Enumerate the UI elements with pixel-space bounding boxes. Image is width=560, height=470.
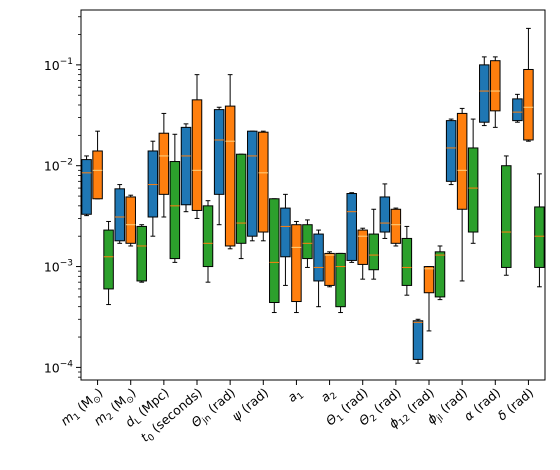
x-tick-label: a1: [284, 385, 306, 407]
box: [501, 165, 512, 268]
box-group: [346, 192, 357, 263]
box: [346, 193, 357, 261]
box: [213, 109, 225, 195]
box-group: [434, 245, 446, 301]
box: [291, 224, 302, 303]
box-group: [523, 27, 534, 142]
box-group: [302, 219, 313, 268]
box: [523, 68, 534, 141]
box-group: [423, 266, 435, 332]
box: [147, 150, 159, 218]
box-group: [224, 74, 236, 250]
box: [235, 153, 247, 244]
box: [335, 252, 346, 308]
box-group: [401, 225, 413, 296]
box: [136, 225, 147, 282]
box: [269, 198, 280, 304]
box: [368, 233, 379, 271]
box-group: [92, 130, 103, 200]
box-group: [202, 200, 214, 283]
box: [247, 130, 258, 237]
box-group: [368, 208, 379, 280]
box-group: [258, 130, 269, 242]
box-marks: [81, 27, 545, 364]
box-group: [125, 194, 136, 247]
x-axis: m1 (M⊙)m2 (M⊙)dL (Mpc)t0 (seconds)Θjn (r…: [58, 380, 536, 445]
box: [224, 105, 236, 247]
box-group: [313, 229, 324, 308]
box: [302, 224, 313, 260]
x-tick-label: a2: [318, 385, 340, 407]
box-group: [280, 193, 291, 286]
box: [191, 99, 203, 211]
box-group: [291, 220, 302, 314]
box-group: [357, 227, 368, 280]
box: [379, 196, 391, 233]
box: [258, 131, 269, 233]
box: [92, 150, 103, 200]
box: [479, 64, 490, 123]
y-tick-label: 10−2: [44, 158, 73, 174]
box-group: [490, 56, 501, 128]
box-group: [136, 224, 147, 283]
y-tick-label: 10−3: [44, 259, 73, 275]
box-group: [390, 207, 402, 247]
box: [467, 147, 479, 233]
box-group: [180, 123, 192, 213]
box: [81, 159, 92, 215]
box: [401, 237, 413, 286]
box: [412, 320, 424, 360]
box-group: [114, 184, 125, 244]
plot-frame: [80, 9, 546, 381]
box-group: [191, 74, 203, 219]
y-tick-label: 10−4: [44, 359, 73, 375]
box-group: [479, 56, 490, 127]
box: [158, 132, 170, 195]
box: [490, 60, 501, 112]
box: [180, 126, 192, 206]
y-axis: 10−4 10−3 10−2 10−1: [44, 16, 81, 378]
x-tick-label: ψ (rad): [229, 385, 271, 424]
box: [456, 112, 468, 210]
box: [280, 207, 291, 258]
box-group: [379, 183, 391, 239]
box-group: [445, 118, 457, 186]
box: [512, 98, 523, 122]
box-group: [81, 155, 92, 217]
box: [125, 196, 136, 244]
box-group: [534, 173, 545, 288]
box: [357, 229, 368, 265]
box: [114, 188, 125, 242]
box: [313, 233, 324, 282]
box-group: [269, 198, 280, 314]
box: [324, 252, 335, 286]
box-group: [512, 93, 523, 123]
x-tick-label: α (rad): [461, 385, 503, 424]
box: [445, 120, 457, 182]
box-group: [412, 318, 424, 364]
box-group: [247, 130, 258, 242]
x-tick-label: δ (rad): [494, 385, 536, 424]
box-group: [456, 107, 468, 282]
box-group: [235, 153, 247, 260]
box-group: [501, 155, 512, 276]
box-group: [335, 252, 346, 314]
box: [423, 266, 435, 294]
box-group: [158, 112, 170, 218]
box: [103, 229, 114, 290]
box-group: [467, 118, 479, 244]
box-group: [169, 133, 181, 263]
box: [169, 161, 181, 260]
y-tick-label: 10−1: [44, 57, 73, 73]
box: [534, 206, 545, 268]
box-group: [147, 140, 159, 237]
box-group: [213, 106, 225, 226]
box: [202, 205, 214, 268]
box: [434, 251, 446, 298]
box: [390, 208, 402, 244]
box-group: [324, 251, 335, 288]
box-group: [103, 220, 114, 306]
